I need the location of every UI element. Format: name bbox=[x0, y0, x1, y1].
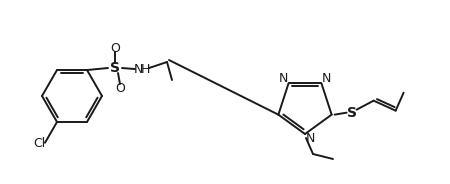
Text: Cl: Cl bbox=[33, 137, 45, 150]
Text: N: N bbox=[133, 63, 143, 75]
Text: N: N bbox=[305, 132, 315, 146]
Text: N: N bbox=[322, 72, 331, 85]
Text: S: S bbox=[346, 106, 357, 120]
Text: O: O bbox=[110, 42, 120, 54]
Text: S: S bbox=[110, 61, 120, 75]
Text: N: N bbox=[279, 72, 288, 85]
Text: O: O bbox=[115, 82, 125, 95]
Text: H: H bbox=[140, 63, 150, 75]
